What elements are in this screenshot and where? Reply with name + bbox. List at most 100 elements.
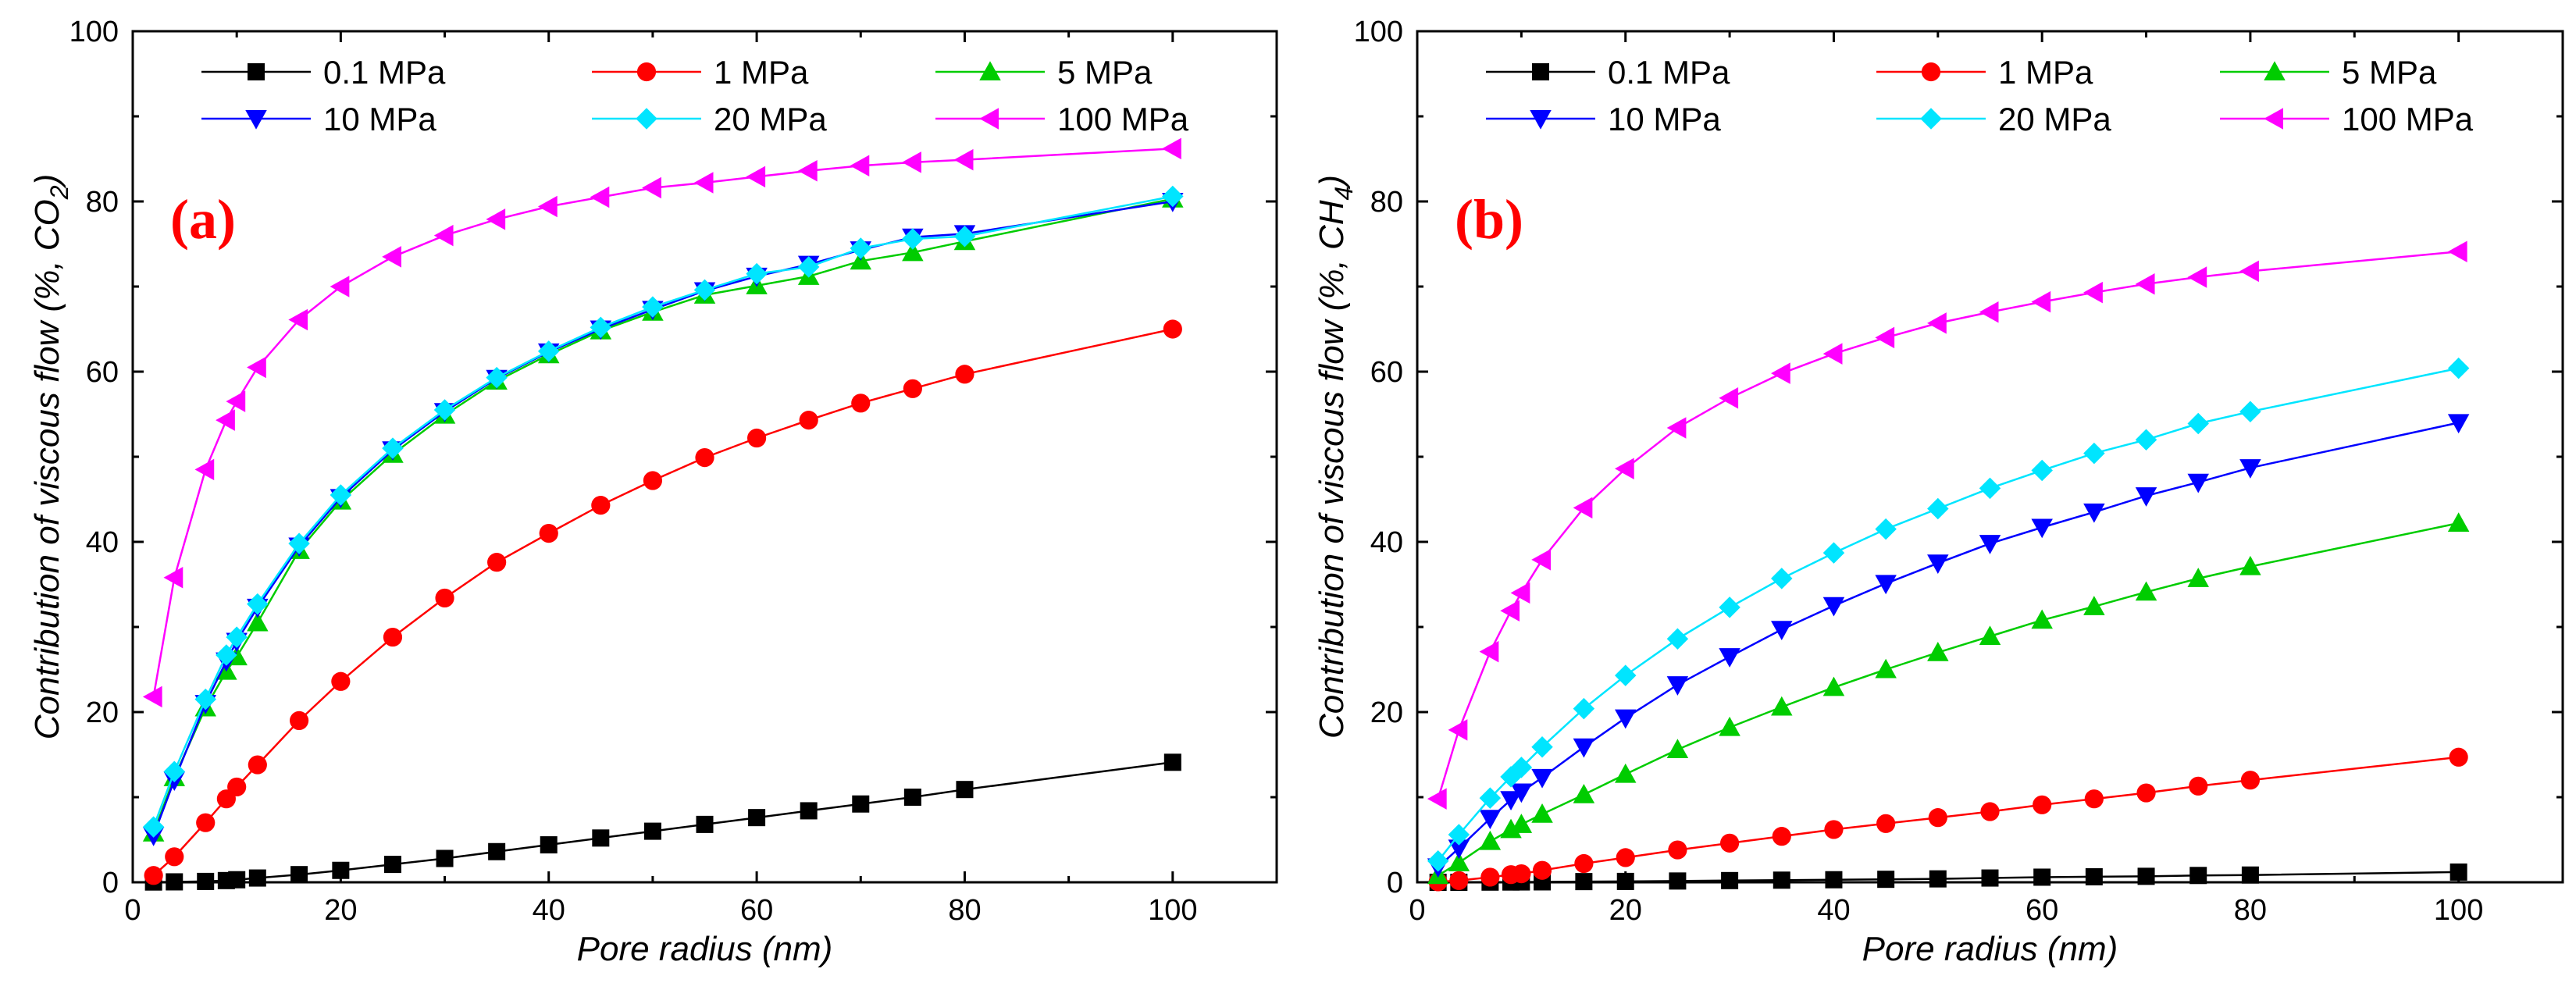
data-point — [1162, 185, 1184, 208]
data-point — [1449, 871, 1469, 890]
data-point — [247, 593, 269, 615]
legend-label: 0.1 MPa — [323, 54, 446, 91]
x-tick-label: 20 — [324, 894, 357, 927]
data-point — [2084, 789, 2104, 809]
data-point — [488, 842, 506, 860]
data-point — [1666, 676, 1689, 696]
legend-item: 0.1 MPa — [201, 54, 446, 91]
x-axis-title: Pore radius (nm) — [1862, 930, 2118, 968]
data-point — [2187, 568, 2209, 587]
data-point — [2189, 867, 2207, 885]
data-point — [1448, 824, 1470, 846]
data-point — [746, 262, 768, 285]
data-point — [290, 866, 308, 884]
data-point — [2187, 473, 2209, 493]
data-point — [1719, 648, 1740, 668]
data-point — [956, 781, 974, 799]
data-point — [1510, 814, 1533, 833]
data-point — [643, 471, 663, 490]
series-1-mpa — [144, 319, 1182, 885]
data-point — [1979, 301, 1999, 323]
data-point — [643, 822, 661, 840]
legend-item: 10 MPa — [201, 101, 436, 137]
data-point — [216, 409, 235, 431]
data-point — [1927, 312, 1947, 334]
series-line — [152, 328, 1174, 877]
x-tick-label: 40 — [533, 894, 565, 927]
data-point — [1574, 853, 1594, 874]
data-point — [1666, 739, 1689, 758]
legend-item: 5 MPa — [2220, 54, 2437, 91]
y-tick-label: 0 — [102, 867, 119, 899]
data-point — [248, 869, 266, 887]
data-point — [799, 411, 818, 430]
data-point — [332, 861, 350, 879]
data-point — [1721, 871, 1739, 889]
data-point — [1822, 343, 1843, 365]
data-point — [2083, 442, 2105, 465]
legend-marker — [636, 62, 657, 82]
data-point — [1772, 827, 1791, 846]
series-10-mpa — [1427, 414, 2470, 878]
data-point — [540, 836, 558, 854]
data-point — [2241, 866, 2259, 884]
y-tick-label: 60 — [1370, 356, 1403, 389]
data-point — [1719, 716, 1740, 736]
data-point — [2083, 281, 2103, 304]
series-20-mpa — [142, 185, 1184, 838]
legend-marker — [248, 63, 265, 80]
data-point — [902, 151, 921, 173]
data-point — [433, 224, 454, 247]
data-point — [163, 760, 186, 783]
data-point — [851, 394, 871, 413]
data-point — [852, 795, 870, 813]
x-tick-label: 0 — [124, 894, 141, 927]
data-point — [1575, 873, 1593, 891]
data-point — [247, 611, 269, 632]
series-20-mpa — [1427, 357, 2470, 872]
data-point — [1771, 696, 1793, 716]
data-point — [2189, 776, 2208, 796]
data-point — [1719, 387, 1739, 409]
data-point — [165, 847, 184, 867]
y-tick-label: 80 — [1370, 186, 1403, 219]
data-point — [1163, 753, 1181, 771]
data-point — [903, 379, 922, 398]
data-point — [2450, 863, 2467, 881]
data-point — [1479, 787, 1502, 809]
data-point — [1614, 664, 1637, 686]
panel-b: 0 20 40 60 80 100 0 20 40 60 80 100 Pore radius (nm)… — [1313, 16, 2564, 968]
data-point — [2031, 459, 2053, 482]
series-100-mpa — [1427, 240, 2467, 810]
y-axis-title-subscript: 2 — [45, 185, 73, 200]
data-point — [850, 237, 872, 259]
data-point — [142, 686, 162, 708]
data-point — [1510, 783, 1533, 803]
legend-item: 100 MPa — [935, 101, 1189, 137]
data-point — [382, 437, 404, 459]
data-point — [289, 711, 309, 731]
data-point — [2031, 290, 2051, 313]
data-point — [1448, 839, 1470, 860]
y-axis-title-subscript: 4 — [1330, 187, 1358, 201]
data-point — [693, 172, 714, 194]
data-point — [2239, 555, 2261, 575]
legend-item: 1 MPa — [592, 54, 809, 91]
panel-a: 0 20 40 60 80 100 0 20 40 60 80 100 Pore radius (nm)… — [28, 16, 1278, 968]
y-axis-title-close: ) — [1313, 175, 1351, 191]
data-point — [2031, 518, 2053, 539]
x-tick-label: 60 — [2026, 894, 2058, 927]
data-point — [2449, 747, 2468, 767]
data-point — [2239, 401, 2261, 422]
legend-label: 1 MPa — [714, 54, 809, 91]
x-tick-label: 100 — [1148, 894, 1197, 927]
x-tick-label: 40 — [1817, 894, 1850, 927]
data-point — [194, 458, 215, 481]
y-tick-label: 100 — [69, 16, 119, 48]
data-point — [1573, 697, 1595, 720]
data-point — [1427, 788, 1447, 810]
y-axis-title-main: Contribution of viscous flow (%, CO — [28, 199, 66, 739]
data-point — [539, 524, 558, 543]
x-tick-label: 60 — [740, 894, 773, 927]
data-point — [1573, 738, 1595, 758]
